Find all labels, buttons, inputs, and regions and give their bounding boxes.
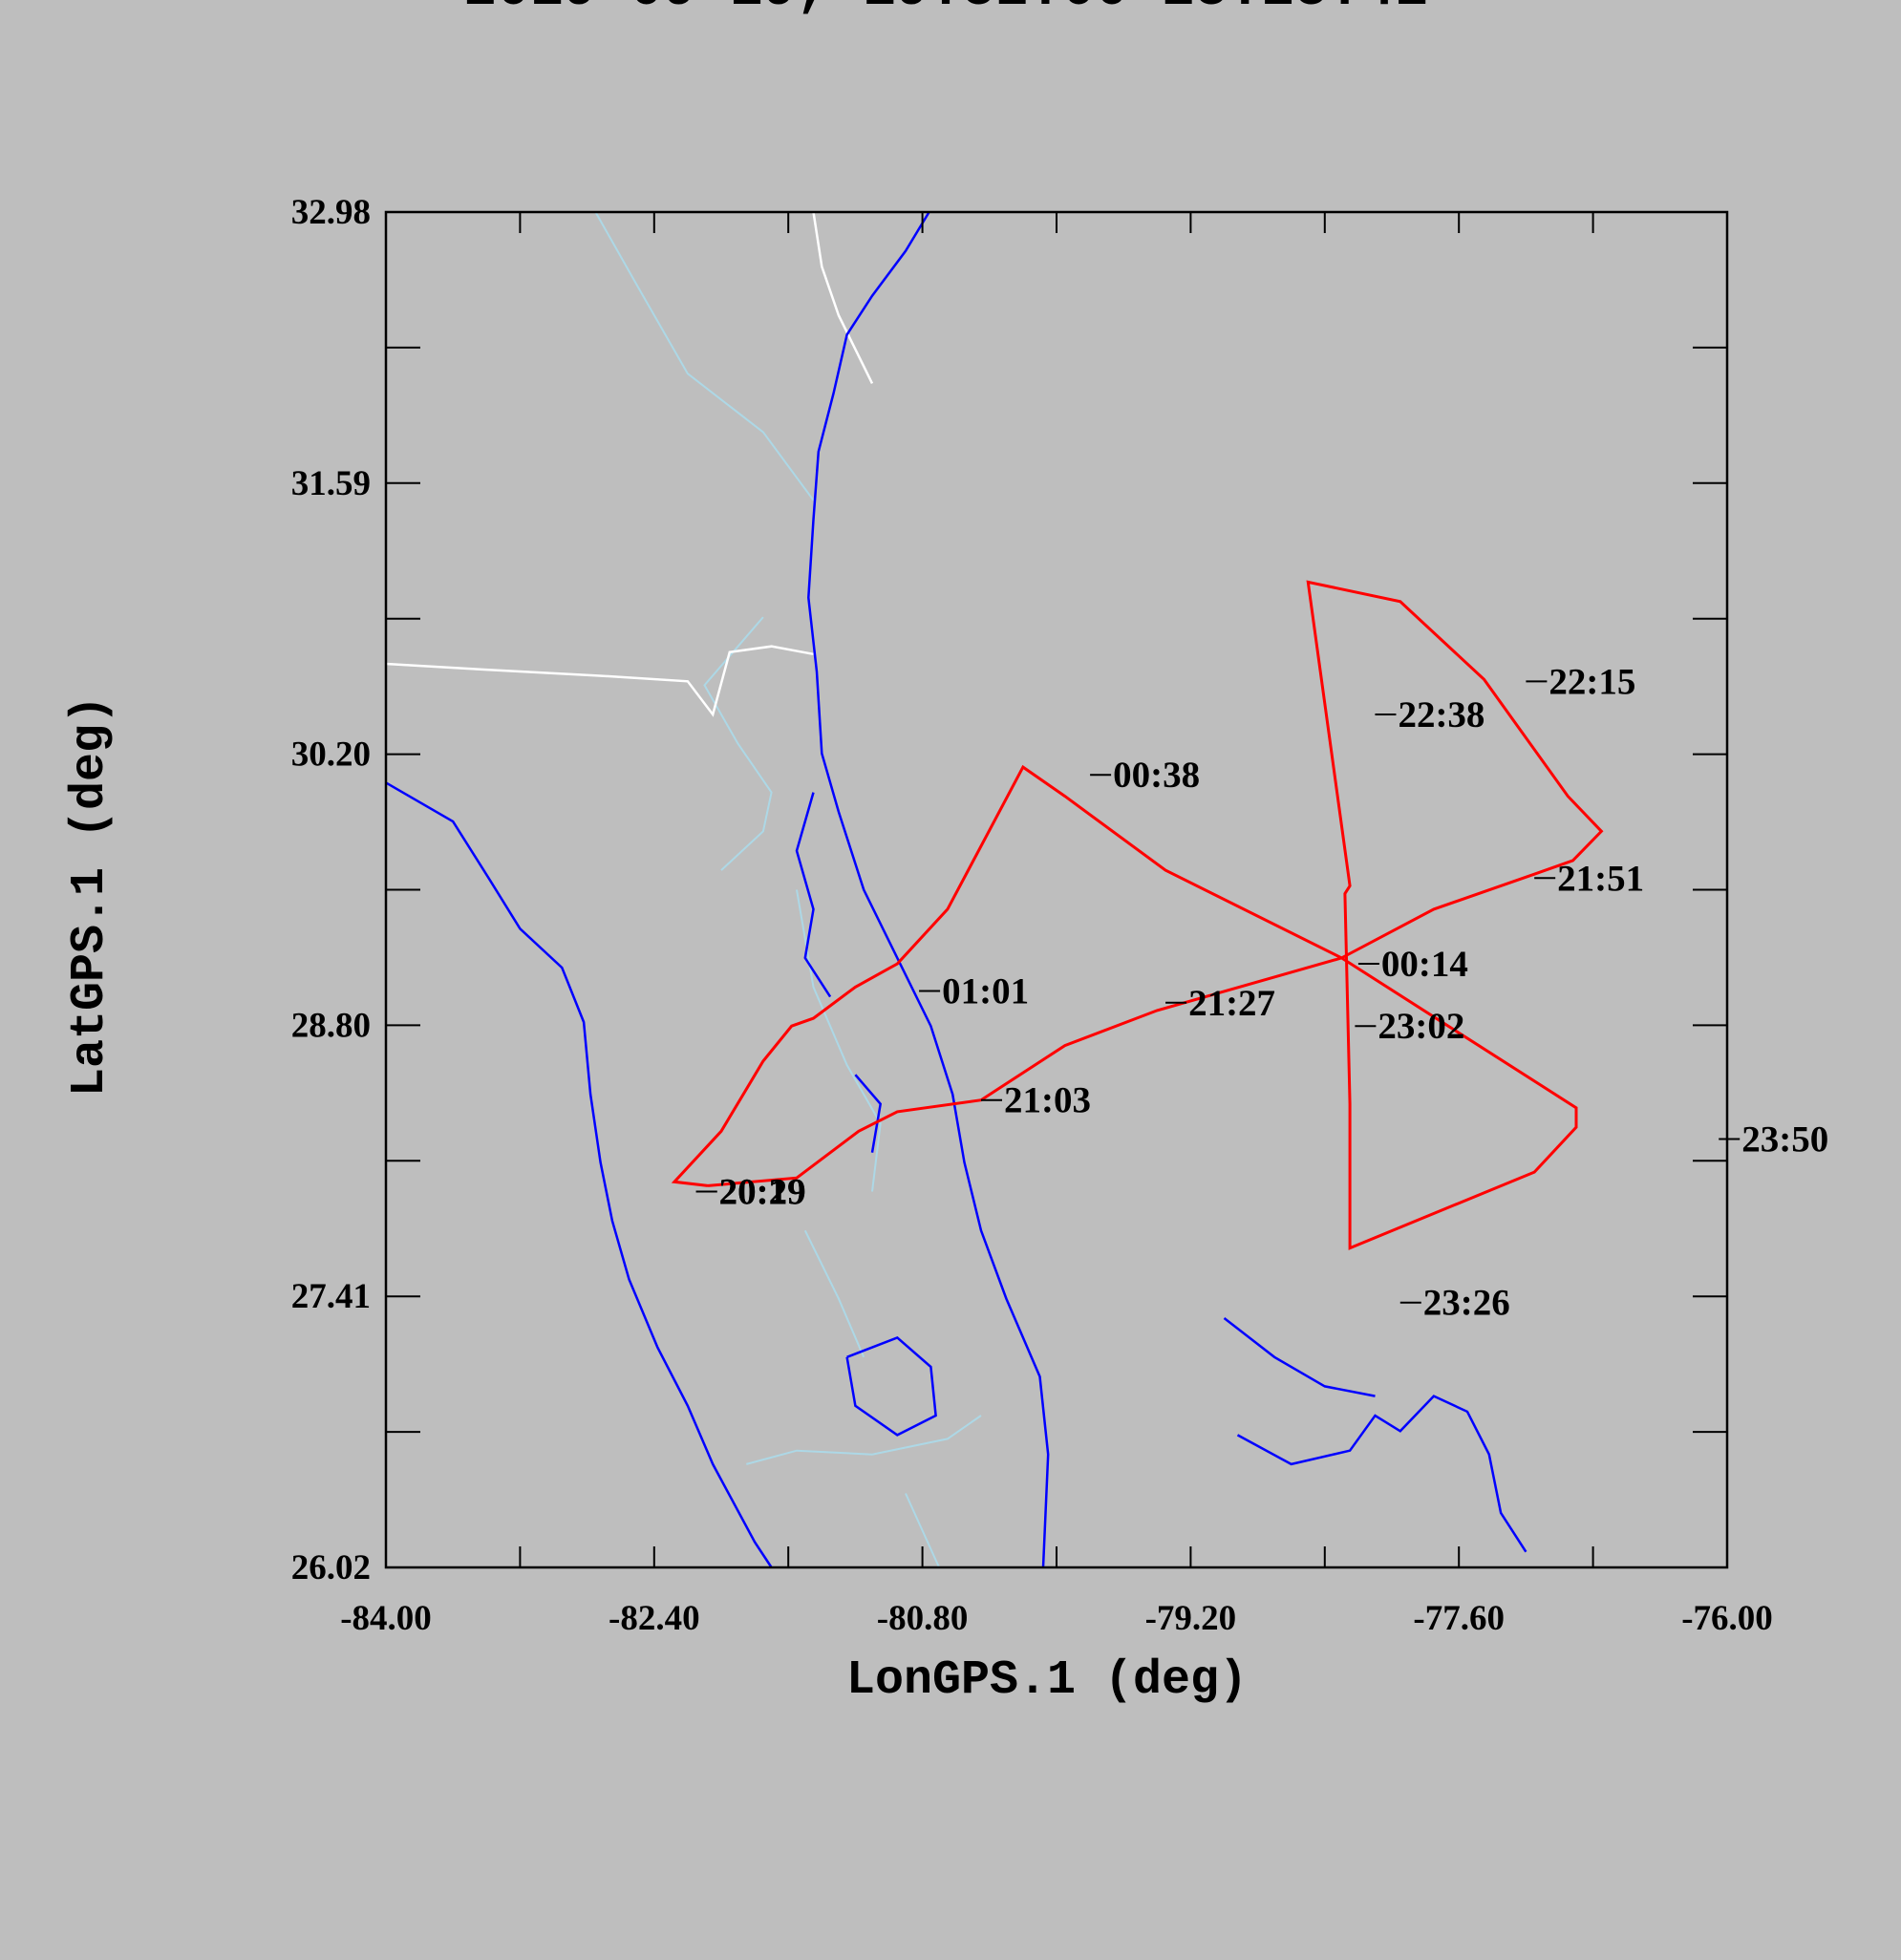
coastline-segment: [385, 781, 773, 1568]
y-tick-label: 28.80: [291, 1006, 371, 1045]
time-label: 21:51: [1557, 858, 1644, 899]
coastline-segment: [1223, 1317, 1376, 1397]
x-tick-label: -82.40: [609, 1599, 700, 1638]
river-line: [594, 211, 815, 501]
x-tick-label: -77.60: [1413, 1599, 1505, 1638]
y-axis-label: LatGPS.1 (deg): [63, 695, 117, 1097]
river-lines: [594, 211, 982, 1568]
coastline-segment: [807, 211, 1050, 1568]
state-border-lines: [385, 211, 874, 717]
time-label: 23:26: [1423, 1283, 1510, 1324]
x-axis-label: LonGPS.1 (deg): [846, 1653, 1248, 1708]
y-tick-labels: 32.98 31.59 30.20 28.80 27.41 26.02: [291, 193, 371, 1587]
river-line: [803, 1229, 865, 1358]
x-tick-label: -76.00: [1681, 1599, 1773, 1638]
coastline-segment: [854, 1074, 883, 1153]
flight-track-line: [671, 580, 1604, 1250]
coastline-segment: [1236, 1395, 1527, 1553]
river-line: [905, 1493, 941, 1568]
y-tick-label: 27.41: [291, 1277, 371, 1316]
river-line: [746, 1415, 982, 1465]
time-label: 01:01: [942, 971, 1029, 1012]
time-label: 23:02: [1378, 1006, 1464, 1047]
coastline-segment: [845, 1335, 937, 1437]
time-label: 22:15: [1549, 661, 1635, 702]
time-label: 20:19: [719, 1172, 806, 1213]
x-tick-label: -80.80: [877, 1599, 969, 1638]
axis-ticks: [385, 211, 1728, 1568]
time-labels: 21:03 21:27 21:51 22:15 22:38 23:02 23:26 23:50…: [695, 661, 1828, 1324]
x-tick-labels: -84.00 -82.40 -80.80 -79.20 -77.60 -76.00: [340, 1599, 1773, 1638]
time-label: 23:50: [1741, 1118, 1828, 1160]
coastline-lines: [385, 211, 1527, 1568]
coastline-segment: [795, 792, 832, 998]
y-tick-label: 30.20: [291, 735, 371, 775]
y-tick-label: 26.02: [291, 1548, 371, 1587]
state-border: [812, 211, 874, 384]
time-label: 20:29: [719, 1172, 806, 1213]
river-line: [703, 616, 773, 871]
y-tick-label: 31.59: [291, 464, 371, 503]
plot-frame: [384, 210, 1729, 1569]
time-label: 21:03: [1004, 1080, 1091, 1121]
y-tick-label: 32.98: [291, 193, 371, 232]
x-tick-label: -79.20: [1145, 1599, 1237, 1638]
x-tick-label: -84.00: [340, 1599, 432, 1638]
time-label: 21:27: [1188, 983, 1275, 1024]
time-label: 00:14: [1381, 944, 1468, 985]
time-label: 00:38: [1113, 755, 1200, 796]
plot-title: 2019-09-19, 19:52:00-25:25:41: [463, 0, 1427, 21]
state-border: [385, 645, 814, 717]
time-label: 22:38: [1398, 694, 1484, 735]
river-line: [796, 889, 882, 1192]
